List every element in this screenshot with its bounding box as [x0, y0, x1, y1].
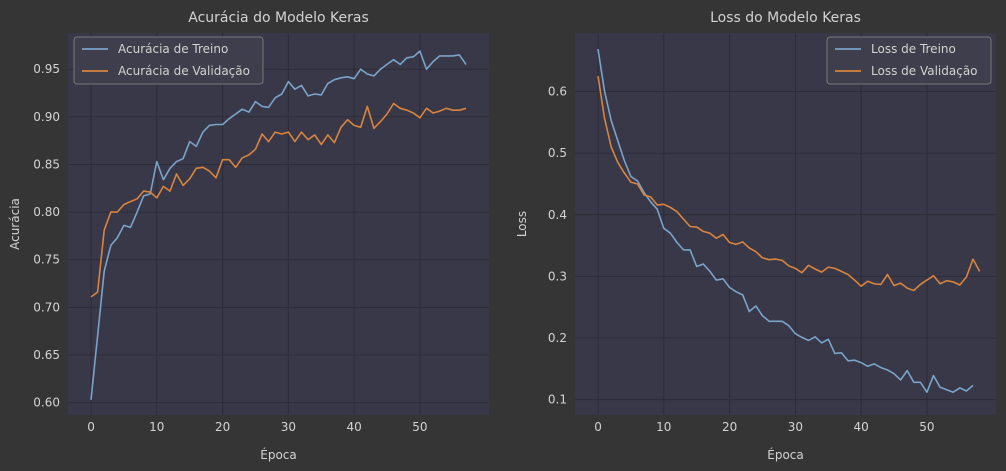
x-tick-label: 20	[215, 420, 230, 434]
y-tick-label: 0.85	[33, 157, 60, 171]
legend-label: Loss de Validação	[871, 64, 978, 78]
x-tick-label: 10	[149, 420, 164, 434]
plot-area	[575, 33, 996, 415]
y-tick-label: 0.75	[33, 253, 60, 267]
x-axis-label: Época	[767, 447, 804, 462]
legend: Acurácia de Treino Acurácia de Validação	[73, 36, 264, 85]
legend-frame	[73, 36, 264, 85]
y-tick-label: 0.1	[548, 393, 567, 407]
y-tick-label: 0.6	[548, 85, 567, 99]
x-tick-label: 0	[594, 420, 602, 434]
y-tick-label: 0.4	[548, 208, 567, 222]
y-tick-label: 0.70	[33, 300, 60, 314]
legend-frame	[826, 36, 992, 85]
loss-chart: 0 10 20 30 40 50 0.1 0.2 0.3 0.4 0.5 0.6 Loss do Mod…	[515, 10, 996, 462]
x-tick-label: 0	[87, 420, 95, 434]
y-tick-label: 0.5	[548, 146, 567, 160]
x-tick-label: 50	[412, 420, 427, 434]
legend: Loss de Treino Loss de Validação	[826, 36, 992, 85]
x-tick-label: 40	[854, 420, 869, 434]
legend-label: Loss de Treino	[871, 42, 956, 56]
x-tick-label: 30	[788, 420, 803, 434]
chart-title: Acurácia do Modelo Keras	[188, 10, 369, 26]
x-tick-label: 10	[656, 420, 671, 434]
x-axis-label: Época	[260, 447, 297, 462]
series-line	[90, 50, 467, 400]
series-line	[597, 48, 974, 394]
x-tick-label: 30	[281, 420, 296, 434]
chart-title: Loss do Modelo Keras	[710, 10, 861, 26]
x-tick-label: 50	[919, 420, 934, 434]
legend-label: Acurácia de Treino	[118, 42, 228, 56]
y-axis-label: Loss	[515, 211, 529, 237]
x-tick-label: 40	[347, 420, 362, 434]
y-tick-label: 0.95	[33, 62, 60, 76]
series-line	[597, 75, 981, 292]
y-tick-label: 0.2	[548, 331, 567, 345]
series-line	[90, 102, 467, 298]
y-tick-label: 0.60	[33, 396, 60, 410]
y-tick-label: 0.65	[33, 348, 60, 362]
x-tick-label: 20	[722, 420, 737, 434]
y-tick-label: 0.80	[33, 205, 60, 219]
accuracy-chart: 0 10 20 30 40 50 0.60 0.65 0.70 0.75 0.80 0.85 0.90 0…	[8, 10, 489, 462]
y-tick-label: 0.90	[33, 110, 60, 124]
legend-label: Acurácia de Validação	[118, 64, 250, 78]
y-tick-label: 0.3	[548, 269, 567, 283]
y-axis-label: Acurácia	[8, 198, 22, 250]
